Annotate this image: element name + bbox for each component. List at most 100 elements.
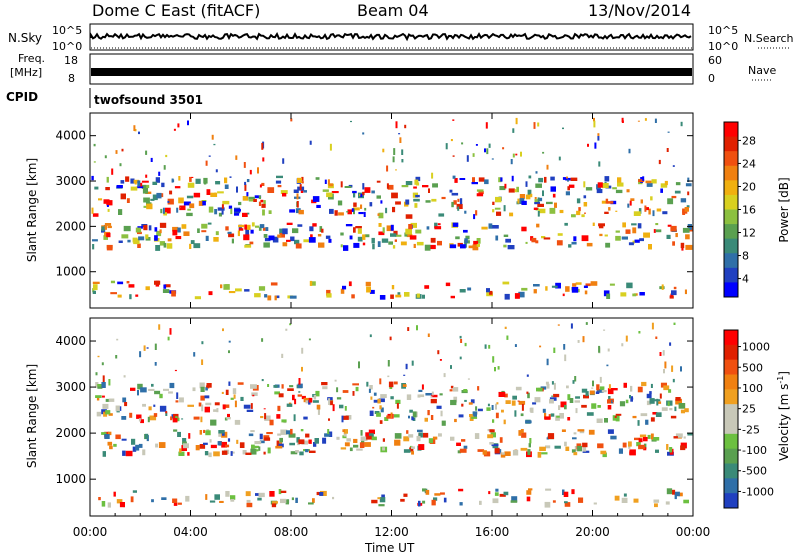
echo-cell: [106, 200, 113, 206]
echo-cell: [625, 399, 629, 404]
echo-cell: [224, 184, 229, 189]
echo-cell: [93, 143, 96, 147]
echo-cell: [258, 492, 265, 498]
echo-cell: [633, 211, 641, 216]
echo-cell: [604, 234, 608, 237]
echo-cell: [458, 414, 464, 418]
echo-cell: [151, 383, 154, 387]
echo-cell: [221, 204, 224, 209]
echo-cell: [461, 403, 464, 407]
colorbar-swatch: [724, 136, 738, 152]
echo-cell: [142, 188, 148, 194]
echo-cell: [452, 175, 456, 179]
echo-cell: [137, 226, 143, 229]
echo-cell: [639, 292, 645, 296]
echo-cell: [298, 378, 301, 385]
echo-cell: [574, 446, 578, 452]
echo-cell: [534, 199, 538, 203]
echo-cell: [238, 224, 242, 230]
echo-cell: [101, 395, 105, 398]
echo-cell: [629, 395, 631, 399]
echo-cell: [584, 290, 588, 295]
echo-cell: [159, 229, 162, 234]
echo-cell: [222, 404, 230, 408]
echo-cell: [418, 444, 425, 450]
echo-cell: [564, 441, 567, 447]
echo-cell: [290, 451, 298, 455]
echo-cell: [285, 328, 288, 331]
echo-cell: [264, 437, 271, 441]
echo-cell: [482, 450, 487, 455]
echo-cell: [308, 397, 313, 403]
echo-cell: [646, 393, 652, 399]
echo-cell: [389, 336, 392, 341]
colorbar-swatch: [724, 374, 738, 390]
echo-cell: [521, 226, 527, 232]
echo-cell: [252, 445, 259, 449]
echo-cell: [178, 451, 185, 456]
echo-cell: [378, 504, 385, 507]
echo-cell: [129, 294, 132, 300]
colorbar-tick-label: 16: [742, 204, 756, 217]
echo-cell: [460, 244, 466, 249]
echo-cell: [494, 447, 500, 454]
echo-cell: [515, 386, 522, 391]
echo-cell: [129, 412, 133, 418]
echo-cell: [416, 435, 421, 442]
beam-label: Beam 04: [357, 1, 429, 20]
echo-cell: [159, 393, 163, 399]
echo-cell: [452, 222, 459, 227]
echo-cell: [445, 143, 448, 150]
echo-cell: [191, 176, 194, 178]
colorbar-tick-label: -1000: [742, 485, 774, 498]
echo-cell: [276, 414, 281, 419]
echo-cell: [492, 209, 495, 213]
echo-cell: [418, 432, 423, 438]
echo-cell: [167, 200, 170, 203]
echo-cell: [617, 177, 622, 183]
echo-cell: [533, 289, 537, 294]
echo-cell: [565, 286, 570, 292]
echo-cell: [130, 496, 134, 503]
echo-cell: [249, 241, 254, 245]
echo-cell: [426, 226, 430, 230]
echo-cell: [416, 241, 424, 246]
echo-cell: [125, 450, 133, 457]
echo-cell: [632, 240, 635, 244]
echo-cell: [319, 492, 324, 496]
echo-cell: [316, 404, 321, 410]
echo-cell: [116, 338, 119, 341]
echo-cell: [151, 499, 154, 503]
echo-cell: [602, 452, 607, 458]
echo-cell: [449, 389, 453, 392]
echo-cell: [492, 356, 495, 363]
echo-cell: [554, 202, 557, 208]
echo-cell: [374, 411, 380, 414]
echo-cell: [489, 429, 495, 433]
echo-cell: [355, 386, 359, 392]
echo-cell: [410, 222, 417, 228]
echo-cell: [623, 382, 627, 388]
echo-cell: [166, 243, 173, 249]
echo-cell: [123, 375, 126, 378]
echo-cell: [225, 444, 230, 448]
echo-cell: [205, 494, 208, 500]
echo-cell: [534, 397, 541, 403]
echo-cell: [187, 404, 194, 407]
echo-cell: [648, 244, 652, 250]
echo-cell: [210, 444, 217, 449]
echo-cell: [431, 394, 438, 398]
echo-cell: [251, 444, 255, 449]
echo-cell: [459, 356, 462, 360]
echo-cell: [101, 382, 106, 388]
echo-cell: [181, 224, 187, 229]
echo-cell: [464, 342, 467, 347]
echo-cell: [666, 444, 669, 450]
echo-cell: [477, 386, 480, 391]
echo-cell: [491, 158, 494, 160]
echo-cell: [268, 210, 272, 214]
echo-cell: [258, 195, 261, 199]
echo-cell: [675, 233, 678, 238]
echo-cell: [295, 450, 299, 453]
